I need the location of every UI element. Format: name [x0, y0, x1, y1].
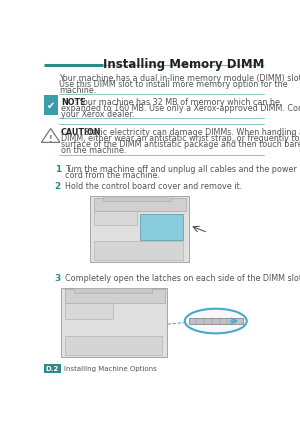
Text: D.2: D.2	[46, 366, 59, 372]
FancyBboxPatch shape	[44, 96, 58, 115]
Text: Installing Machine Options: Installing Machine Options	[64, 366, 157, 372]
Text: Hold the control board cover and remove it.: Hold the control board cover and remove …	[64, 181, 242, 191]
Text: Turn the machine off and unplug all cables and the power: Turn the machine off and unplug all cabl…	[64, 165, 296, 174]
Text: cord from the machine.: cord from the machine.	[64, 171, 160, 180]
Text: 2: 2	[55, 181, 61, 191]
Text: surface of the DIMM antistatic package and then touch bare metal: surface of the DIMM antistatic package a…	[61, 140, 300, 149]
Text: CAUTION: CAUTION	[61, 128, 101, 137]
Text: machine.: machine.	[59, 86, 97, 95]
Text: : Your machine has 32 MB of memory which can be: : Your machine has 32 MB of memory which…	[74, 98, 280, 107]
Text: 1: 1	[55, 165, 61, 174]
Text: DIMM, either wear an antistatic wrist strap, or frequently touch the: DIMM, either wear an antistatic wrist st…	[61, 134, 300, 143]
Text: NOTE: NOTE	[61, 98, 85, 107]
Text: Installing Memory DIMM: Installing Memory DIMM	[103, 58, 265, 71]
Text: Use this DIMM slot to install more memory option for the: Use this DIMM slot to install more memor…	[59, 80, 288, 89]
Text: on the machine.: on the machine.	[61, 146, 126, 155]
Text: 3: 3	[55, 274, 61, 283]
Text: Your machine has a dual in-line memory module (DIMM) slot.: Your machine has a dual in-line memory m…	[59, 74, 300, 83]
Text: your Xerox dealer.: your Xerox dealer.	[61, 110, 134, 119]
Text: !: !	[49, 135, 52, 144]
FancyBboxPatch shape	[44, 364, 61, 374]
Text: : Static electricity can damage DIMMs. When handling a: : Static electricity can damage DIMMs. W…	[79, 128, 300, 137]
Text: ✔: ✔	[46, 101, 55, 111]
Text: expanded to 160 MB. Use only a Xerox-approved DIMM. Contact: expanded to 160 MB. Use only a Xerox-app…	[61, 104, 300, 113]
Text: Completely open the latches on each side of the DIMM slot.: Completely open the latches on each side…	[64, 274, 300, 283]
